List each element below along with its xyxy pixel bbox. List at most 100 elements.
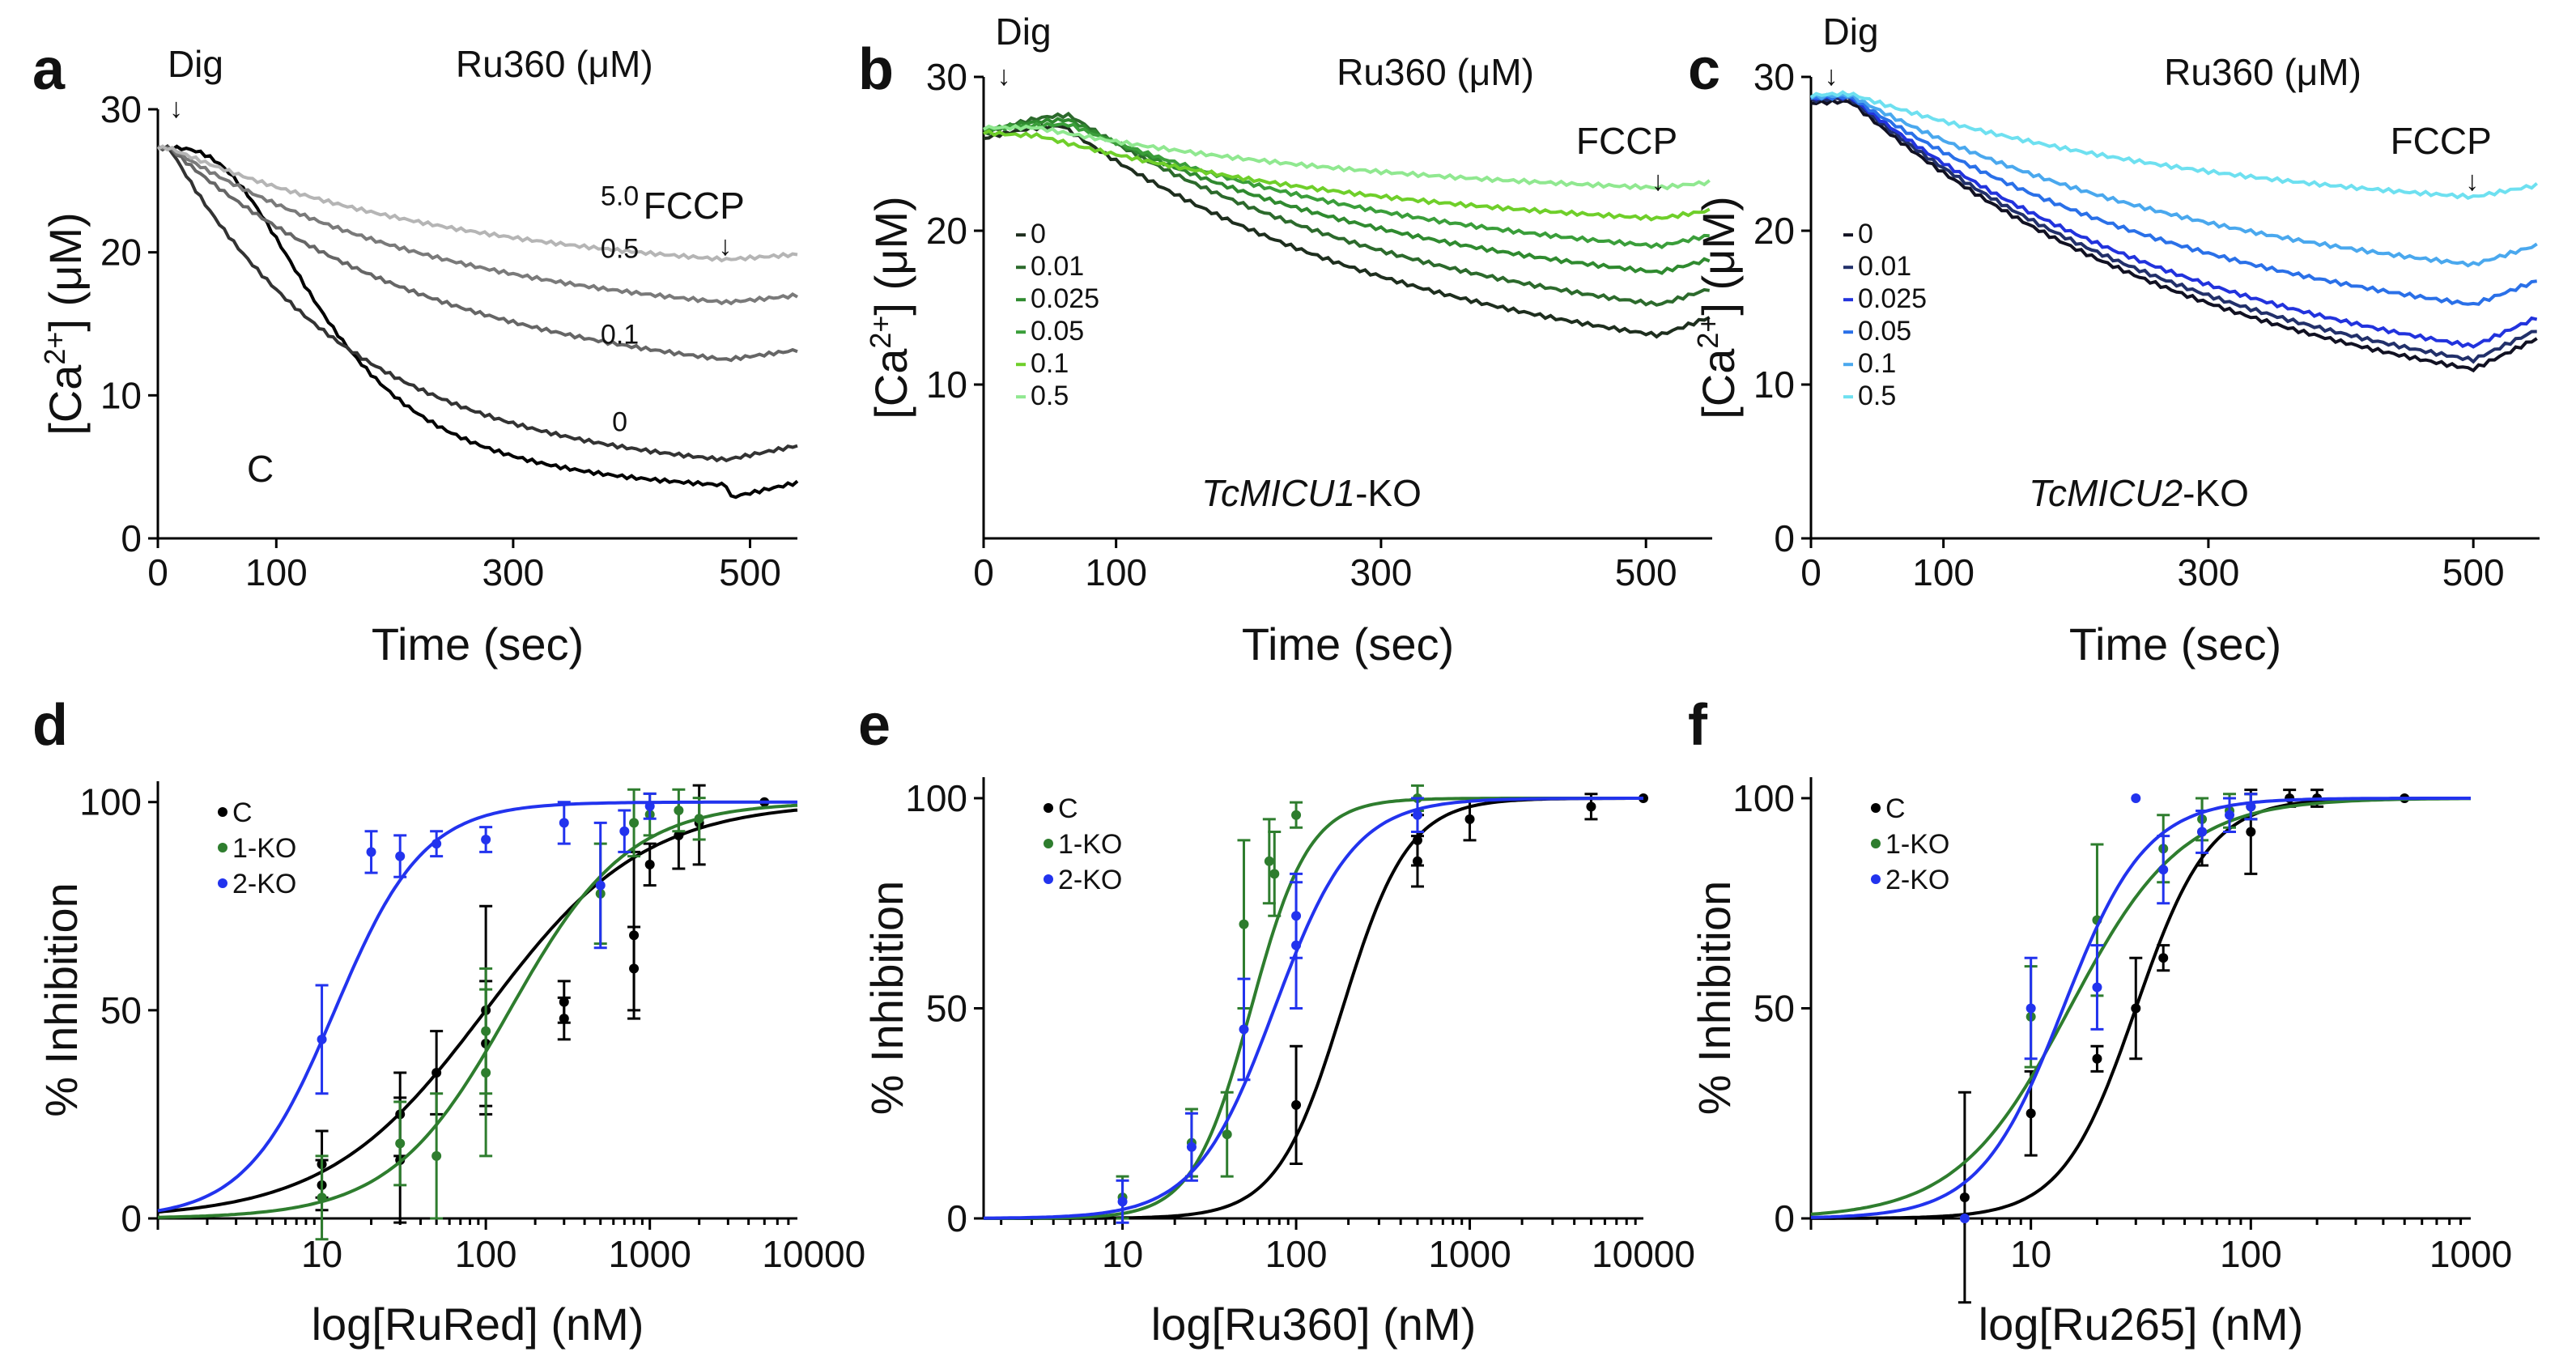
data-point-f-0-0 <box>1959 1193 1970 1203</box>
x-axis-title: log[RuRed] (nM) <box>312 1299 644 1350</box>
data-point-d-1-8 <box>674 806 684 815</box>
strain-label: TcMICU2-KO <box>2029 472 2249 514</box>
fccp-arrow: ↓ <box>718 231 732 261</box>
y-axis-title: % Inhibition <box>1689 881 1740 1116</box>
data-point-d-2-7 <box>619 826 630 836</box>
legend-marker-2 <box>1871 874 1881 884</box>
strain-label: C <box>247 448 274 490</box>
legend-label-0: C <box>232 797 253 828</box>
strain-label-suffix: -KO <box>2183 472 2249 514</box>
legend-marker-1 <box>1044 839 1053 848</box>
legend-title: Ru360 (μM) <box>1337 51 1534 93</box>
data-point-e-2-4 <box>1291 911 1302 921</box>
data-point-d-1-6 <box>629 818 640 828</box>
data-point-f-0-1 <box>2026 1108 2036 1119</box>
legend-label-3: 0.05 <box>1031 316 1084 347</box>
data-point-f-0-4 <box>2158 953 2169 963</box>
series-line-c-5 <box>1809 90 2539 200</box>
data-point-e-2-1 <box>1186 1142 1197 1152</box>
series-line-b-5 <box>982 124 1711 191</box>
legend-label-1: 1-KO <box>232 833 296 864</box>
data-point-d-2-1 <box>366 847 376 857</box>
data-point-e-1-2 <box>1222 1129 1232 1140</box>
fit-curve-d-1 <box>158 803 798 1219</box>
data-point-d-0-11 <box>644 859 655 869</box>
panel-letter-c: c <box>1688 37 1720 102</box>
legend-label-2: 0.025 <box>1031 283 1099 314</box>
legend-marker-0 <box>1044 803 1053 813</box>
fccp-arrow: ↓ <box>2465 166 2479 197</box>
data-point-f-2-3 <box>2131 793 2141 803</box>
fit-curve-f-0 <box>1811 797 2471 1220</box>
y-axis-title: % Inhibition <box>36 882 87 1117</box>
series-line-c-4 <box>1809 92 2538 268</box>
y-axis-title-main: [Ca <box>40 364 91 436</box>
data-point-e-1-5 <box>1269 869 1280 879</box>
dig-label: Dig <box>168 43 223 85</box>
strain-label: TcMICU1-KO <box>1201 472 1422 514</box>
data-point-e-2-2 <box>1239 1024 1249 1035</box>
y-tick-label: 10 <box>926 364 967 406</box>
fit-curve-f-2 <box>1810 797 2471 1219</box>
panel-letter-f: f <box>1688 693 1708 758</box>
legend-label-2: 2-KO <box>232 869 296 899</box>
panel-b: 0 100 300 500 10 20 30 Time (sec) [Ca2+] (μM) Dig… <box>864 11 1712 670</box>
legend-title: Ru360 (μM) <box>456 43 653 85</box>
series-line-c-2 <box>1810 93 2538 349</box>
y-tick-label: 10 <box>100 374 142 416</box>
x-tick-label: 500 <box>1615 551 1677 593</box>
legend-label-1: 0.01 <box>1858 251 1911 282</box>
legend-title: Ru360 (μM) <box>2164 51 2361 93</box>
data-point-e-1-3 <box>1239 919 1249 929</box>
legend-label-5: 0.5 <box>1031 381 1069 411</box>
legend-label-5: 0.5 <box>1858 381 1896 411</box>
series-line-a-2 <box>157 145 798 363</box>
x-tick-label: 0 <box>973 551 994 593</box>
data-point-d-0-4 <box>431 1068 442 1078</box>
y-tick-label: 50 <box>1753 987 1795 1029</box>
data-point-e-2-0 <box>1117 1197 1128 1207</box>
x-tick-label: 100 <box>1085 551 1147 593</box>
series-label-1: 0.1 <box>601 320 639 351</box>
data-point-f-2-5 <box>2197 827 2208 837</box>
data-point-d-2-3 <box>431 839 442 849</box>
series-line-b-4 <box>983 129 1711 222</box>
x-axis-title: Time (sec) <box>2069 619 2281 670</box>
x-axis-title: log[Ru360] (nM) <box>1151 1299 1477 1350</box>
panel-a: 0 100 300 500 0 10 20 30 Time (sec) [Ca2+] (μM) Di… <box>38 43 799 670</box>
y-tick-label: 10 <box>1753 364 1795 406</box>
fit-curve-d-2 <box>157 800 797 1213</box>
data-point-d-0-10 <box>629 930 640 941</box>
fccp-label: FCCP <box>2391 120 2492 162</box>
fccp-label: FCCP <box>1576 120 1677 162</box>
x-tick-label: 300 <box>2178 551 2240 593</box>
y-tick-label: 30 <box>1753 56 1795 98</box>
data-point-e-1-6 <box>1291 810 1302 820</box>
legend-label-1: 1-KO <box>1885 829 1949 860</box>
x-tick-label: 0 <box>147 551 168 593</box>
legend-label-0: C <box>1058 793 1078 824</box>
data-point-d-0-12 <box>674 830 684 840</box>
strain-label-main: TcMICU1 <box>1201 472 1355 514</box>
legend-marker-2 <box>1044 874 1053 884</box>
strain-label-main: TcMICU2 <box>2029 472 2183 514</box>
x-tick-label: 1000 <box>2429 1233 2512 1275</box>
data-point-d-0-8 <box>559 997 569 1007</box>
legend-marker-1 <box>1871 839 1881 848</box>
x-tick-label: 500 <box>719 551 781 593</box>
y-tick-label: 30 <box>100 88 142 130</box>
series-label-0: 0 <box>612 407 627 438</box>
y-tick-label: 100 <box>79 781 142 823</box>
series-line-a-4 <box>156 144 798 263</box>
y-axis-title-tail: ] (μM) <box>865 196 916 315</box>
series-line-c-1 <box>1809 95 2537 364</box>
data-point-e-1-4 <box>1264 856 1274 866</box>
panel-letter-a: a <box>32 37 66 102</box>
fccp-label: FCCP <box>644 185 745 227</box>
data-point-f-0-2 <box>2092 1053 2102 1064</box>
series-line-c-0 <box>1810 98 2538 373</box>
x-tick-label: 500 <box>2442 551 2505 593</box>
panel-letter-e: e <box>858 693 891 758</box>
data-point-d-2-2 <box>395 851 406 861</box>
